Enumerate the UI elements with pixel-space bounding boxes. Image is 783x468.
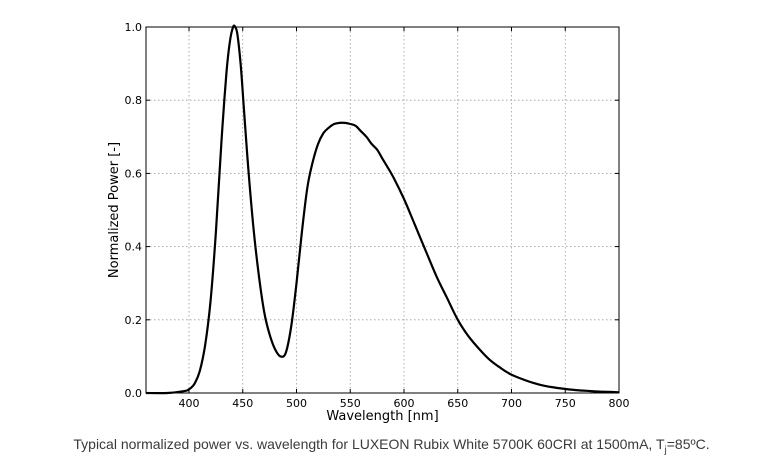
- caption-subscript: j: [664, 444, 667, 456]
- grid-lines: [146, 27, 619, 393]
- x-tick-label: 400: [179, 397, 200, 410]
- y-tick-label: 0.0: [125, 387, 143, 400]
- x-tick-label: 700: [501, 397, 522, 410]
- plot-frame: [145, 26, 620, 394]
- spectrum-line: [145, 24, 620, 395]
- axis-ticks: 400 450 500 550 600 650 700 750 800 0.0 0.2 0.4 0.6 0…: [125, 21, 630, 410]
- y-tick-label: 0.4: [125, 241, 143, 254]
- x-tick-label: 750: [555, 397, 576, 410]
- x-tick-label: 600: [394, 397, 415, 410]
- x-tick-label: 500: [286, 397, 307, 410]
- x-tick-label: 550: [340, 397, 361, 410]
- y-tick-label: 0.2: [125, 314, 143, 327]
- y-tick-label: 1.0: [125, 21, 143, 34]
- x-axis-label: Wavelength [nm]: [326, 409, 438, 424]
- figure-caption: Typical normalized power vs. wavelength …: [0, 436, 783, 456]
- y-axis-label: Normalized Power [-]: [107, 142, 122, 278]
- x-tick-label: 800: [609, 397, 630, 410]
- caption-text: Typical normalized power vs. wavelength …: [73, 436, 665, 452]
- y-tick-label: 0.6: [125, 167, 143, 180]
- y-tick-label: 0.8: [125, 94, 143, 107]
- x-tick-label: 450: [232, 397, 253, 410]
- x-tick-label: 650: [447, 397, 468, 410]
- caption-text-end: =85ºC.: [666, 436, 710, 452]
